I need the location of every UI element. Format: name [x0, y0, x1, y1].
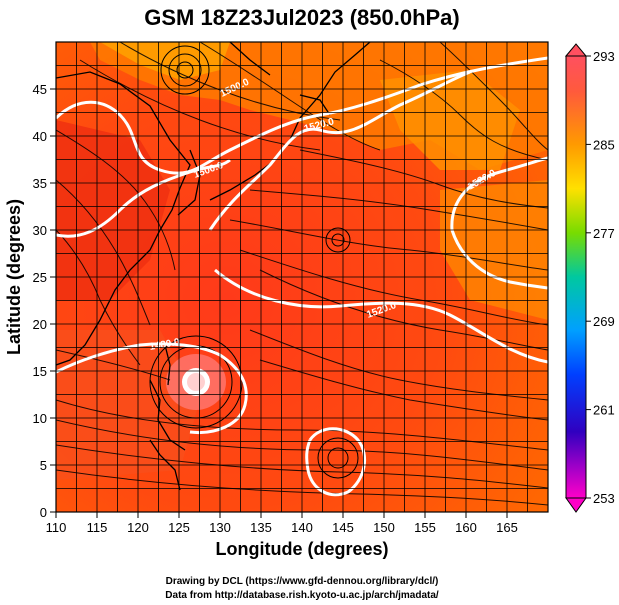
contour-1520-east — [450, 156, 548, 231]
cool-region-northwest — [100, 42, 230, 80]
y-tick-label: 5 — [40, 458, 47, 473]
colorbar-top-arrow — [564, 43, 588, 57]
japan-hokkaido — [299, 94, 331, 116]
cool-region-northeast — [380, 70, 520, 170]
colorbar: 293 285 277 269 261 253 — [564, 43, 615, 513]
philippines-luzon — [149, 379, 186, 451]
x-tick-label: 130 — [209, 520, 231, 535]
y-tick-label: 35 — [33, 176, 47, 191]
colorbar-tick-label: 253 — [593, 491, 615, 506]
streamline — [249, 329, 548, 401]
streamline — [56, 229, 141, 366]
chart-title: GSM 18Z23Jul2023 (850.0hPa) — [144, 5, 460, 30]
contour-south-low — [305, 427, 367, 497]
x-tick-label: 160 — [455, 520, 477, 535]
streamline — [239, 249, 548, 326]
y-tick-label: 15 — [33, 364, 47, 379]
streamline — [439, 42, 548, 151]
taiwan — [164, 344, 171, 386]
colorbar-tick-label: 269 — [593, 314, 615, 329]
philippines-south — [149, 439, 181, 491]
y-tick-label: 10 — [33, 411, 47, 426]
map-plot-area: 1500.0 1520.0 1500.0 1520.0 1480.0 1520.… — [56, 42, 548, 512]
colorbar-tick-label: 277 — [593, 226, 615, 241]
x-tick-label: 165 — [496, 520, 518, 535]
streamline — [79, 59, 321, 151]
colorbar-tick-label: 261 — [593, 403, 615, 418]
contour-label: 1480.0 — [149, 337, 181, 353]
y-axis-ticks: 0 5 10 15 20 25 30 35 40 45 — [33, 82, 56, 520]
contour-1500-north — [56, 56, 548, 175]
y-axis-label: Latitude (degrees) — [4, 199, 24, 355]
credit-drawing: Drawing by DCL (https://www.gfd-dennou.o… — [166, 576, 439, 587]
x-tick-label: 145 — [332, 520, 354, 535]
typhoon-circulation — [149, 335, 243, 429]
colorbar-ticks: 293 285 277 269 261 253 — [586, 49, 615, 506]
vortex-south — [327, 447, 349, 469]
colorbar-scale — [565, 55, 587, 499]
china-coast — [56, 71, 191, 366]
colorbar-bottom-arrow — [565, 497, 587, 513]
x-tick-label: 135 — [250, 520, 272, 535]
colorbar-tick-label: 293 — [593, 49, 615, 64]
japan-honshu — [209, 42, 371, 201]
korea-peninsula — [177, 149, 201, 216]
x-tick-label: 125 — [168, 520, 190, 535]
x-tick-label: 150 — [373, 520, 395, 535]
contour-1500-west — [56, 158, 231, 238]
vortex-central — [331, 233, 345, 247]
warm-region-southwest — [56, 330, 200, 480]
vortex-south — [317, 437, 359, 479]
typhoon-eye-inner — [187, 373, 205, 391]
x-axis-ticks: 110 115 120 125 130 135 140 145 150 155 160 165 — [46, 512, 518, 535]
gridlines — [56, 42, 548, 512]
y-tick-label: 25 — [33, 270, 47, 285]
streamline — [259, 359, 548, 421]
streamline — [299, 149, 548, 209]
y-tick-label: 30 — [33, 223, 47, 238]
y-tick-label: 20 — [33, 317, 47, 332]
x-axis-label: Longitude (degrees) — [215, 539, 388, 559]
sakhalin — [229, 42, 271, 76]
vortex-central — [325, 227, 351, 253]
contour-1520-central — [214, 268, 548, 364]
y-tick-label: 40 — [33, 129, 47, 144]
streamline — [259, 269, 548, 351]
x-tick-label: 110 — [46, 520, 67, 535]
streamline — [56, 444, 548, 489]
contour-1520-east-lower — [450, 229, 548, 290]
y-tick-label: 45 — [33, 82, 47, 97]
streamlines — [56, 42, 548, 506]
x-tick-label: 120 — [127, 520, 149, 535]
vortex-north — [176, 61, 194, 79]
coastlines — [56, 42, 371, 491]
x-tick-label: 140 — [291, 520, 313, 535]
credit-data: Data from http://database.rish.kyoto-u.a… — [165, 590, 439, 601]
y-tick-label: 0 — [40, 505, 47, 520]
contour-1520-north — [208, 70, 471, 231]
vortex-north — [160, 45, 210, 95]
x-tick-label: 115 — [87, 520, 108, 535]
streamline — [249, 189, 548, 231]
vortex-north — [168, 53, 202, 87]
colorbar-tick-label: 285 — [593, 137, 615, 152]
streamline — [199, 42, 381, 151]
warm-region-west — [56, 120, 170, 300]
streamline — [56, 399, 548, 451]
x-tick-label: 155 — [414, 520, 436, 535]
streamline — [379, 59, 548, 161]
